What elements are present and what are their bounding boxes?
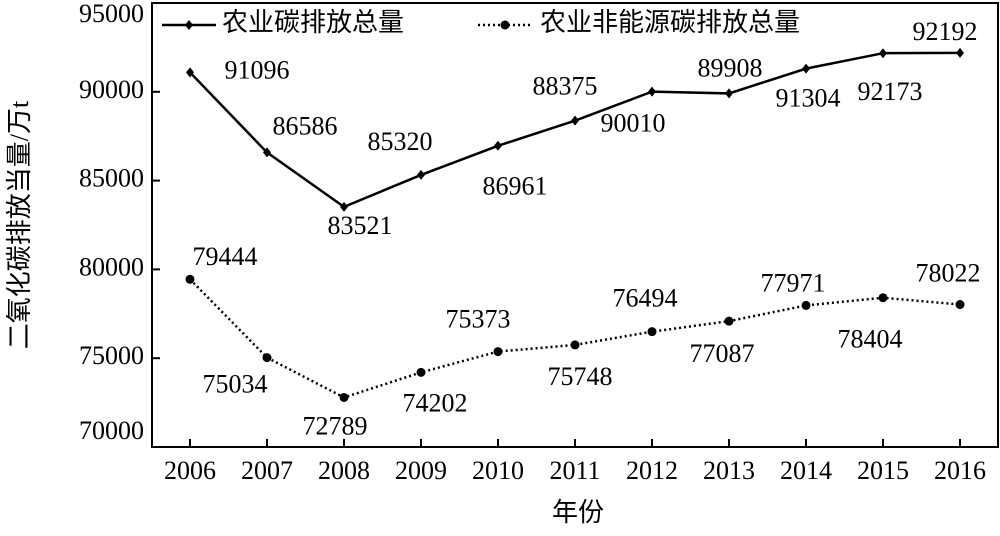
marker	[493, 347, 503, 357]
data-label: 77971	[761, 268, 826, 297]
x-tick-label: 2008	[318, 456, 370, 485]
data-label: 91304	[776, 84, 841, 113]
marker	[648, 86, 656, 97]
legend-marker	[185, 20, 193, 30]
data-label: 74202	[403, 388, 468, 417]
data-label: 79444	[193, 242, 258, 271]
x-tick-label: 2015	[857, 456, 909, 485]
marker	[417, 169, 425, 180]
data-label: 78404	[838, 325, 903, 354]
legend-marker	[500, 20, 510, 30]
y-tick-label: 90000	[79, 75, 144, 104]
data-label: 86961	[483, 172, 548, 201]
x-tick-label: 2016	[934, 456, 986, 485]
marker	[186, 67, 194, 78]
y-axis-label: 二氧化碳排放当量/万t	[5, 100, 34, 349]
marker	[262, 353, 272, 363]
data-label: 90010	[601, 109, 666, 138]
marker	[340, 201, 348, 212]
data-label: 89908	[698, 53, 763, 82]
y-tick-label: 75000	[79, 341, 144, 370]
marker	[879, 48, 887, 59]
data-label: 85320	[368, 127, 433, 156]
y-tick-label: 85000	[79, 164, 144, 193]
marker	[416, 367, 426, 377]
data-label: 92192	[913, 17, 978, 46]
marker	[724, 316, 734, 326]
marker	[955, 300, 965, 310]
y-tick-label: 70000	[79, 416, 144, 445]
x-tick-label: 2011	[549, 456, 600, 485]
marker	[263, 147, 271, 158]
x-tick-label: 2012	[626, 456, 678, 485]
marker	[956, 47, 964, 58]
marker	[878, 293, 888, 303]
marker	[339, 392, 349, 402]
data-label: 83521	[328, 211, 393, 240]
marker	[494, 140, 502, 151]
data-label: 72789	[303, 411, 368, 440]
data-label: 78022	[916, 258, 981, 287]
x-tick-label: 2007	[241, 456, 293, 485]
data-label: 75748	[548, 362, 613, 391]
data-label: 75034	[203, 370, 268, 399]
marker	[647, 327, 657, 337]
marker	[571, 115, 579, 126]
x-axis-label: 年份	[552, 498, 604, 527]
data-label: 91096	[225, 55, 290, 84]
data-label: 75373	[446, 305, 511, 334]
data-label: 92173	[858, 77, 923, 106]
marker	[801, 300, 811, 310]
legend-label: 农业碳排放总量	[222, 8, 404, 37]
x-tick-label: 2010	[472, 456, 524, 485]
data-label: 76494	[613, 284, 678, 313]
data-label: 86586	[273, 111, 338, 140]
marker	[570, 340, 580, 350]
x-tick-label: 2006	[164, 456, 216, 485]
y-tick-label: 95000	[79, 0, 144, 28]
y-tick-label: 80000	[79, 252, 144, 281]
data-label: 88375	[533, 72, 598, 101]
legend-label: 农业非能源碳排放总量	[540, 8, 800, 37]
marker	[802, 63, 810, 74]
x-tick-label: 2014	[780, 456, 832, 485]
marker	[185, 274, 195, 284]
data-label: 77087	[690, 339, 755, 368]
x-tick-label: 2009	[395, 456, 447, 485]
x-tick-label: 2013	[703, 456, 755, 485]
marker	[725, 88, 733, 99]
